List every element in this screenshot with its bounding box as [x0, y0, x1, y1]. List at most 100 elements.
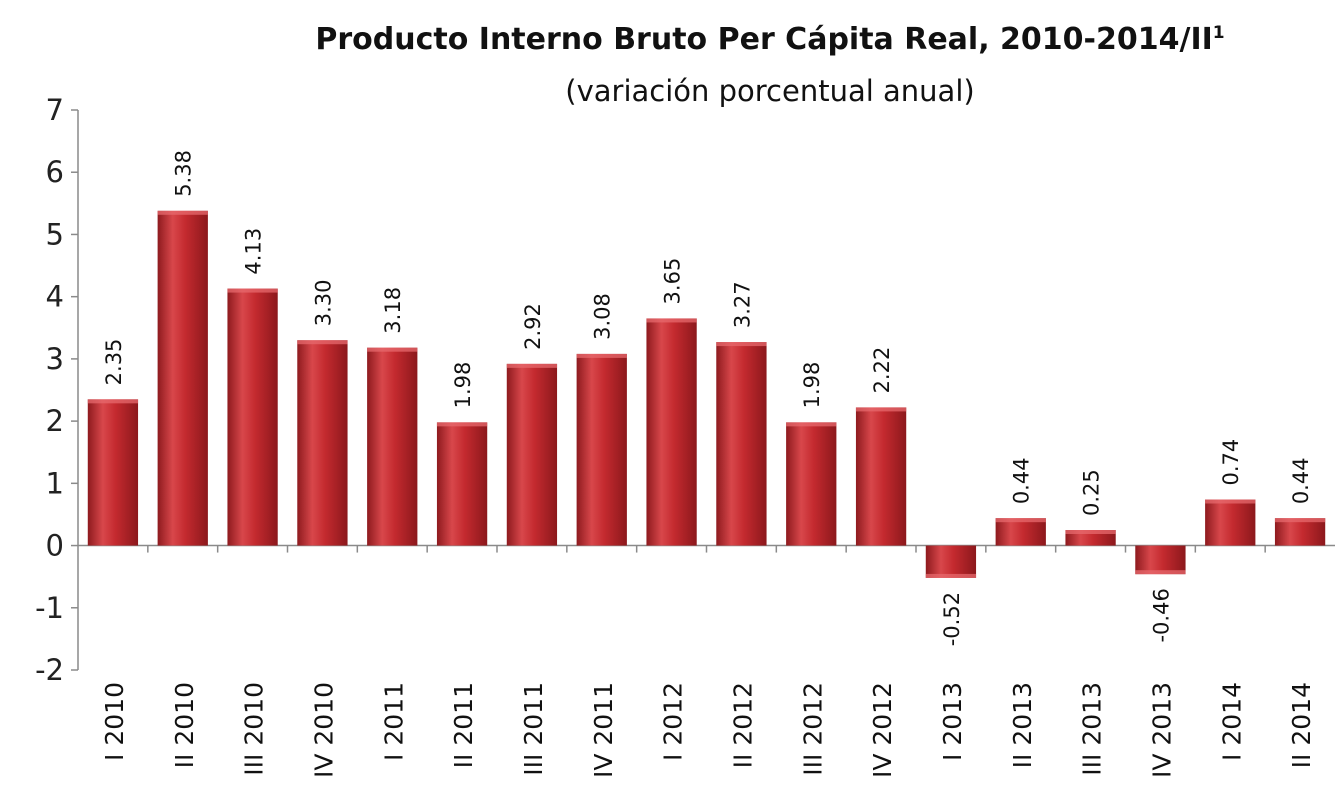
bar-edge	[87, 399, 139, 404]
category-label: IV 2011	[589, 682, 618, 778]
y-tick-label: 3	[46, 342, 64, 376]
bar-body	[436, 422, 488, 546]
bar-edge	[925, 573, 977, 578]
category-label: I 2012	[659, 682, 688, 761]
y-tick-label: 0	[46, 529, 64, 563]
bar	[157, 210, 208, 546]
data-label: 0.44	[1289, 457, 1313, 504]
chart-title: Producto Interno Bruto Per Cápita Real, …	[250, 22, 1290, 57]
category-label: II 2012	[728, 682, 757, 768]
bar-series	[87, 210, 1326, 578]
bar-body	[1205, 499, 1256, 546]
chart-title-footnote-mark: 1	[1212, 23, 1225, 43]
category-label: II 2014	[1287, 682, 1316, 768]
bar-body	[576, 353, 627, 546]
bar-edge	[1065, 530, 1116, 534]
bar	[87, 399, 139, 546]
category-label: I 2014	[1217, 682, 1246, 761]
bar-edge	[297, 340, 348, 345]
category-label: IV 2013	[1147, 682, 1176, 778]
bar-edge	[1205, 499, 1256, 504]
data-label: 0.74	[1219, 439, 1243, 486]
y-tick-label: -1	[35, 591, 64, 625]
data-label: 3.30	[311, 279, 335, 326]
bar	[367, 347, 418, 546]
data-label: 3.08	[591, 293, 615, 340]
bar-body	[855, 407, 907, 546]
bar-body	[1135, 545, 1186, 575]
y-tick-label: -2	[35, 653, 64, 687]
bar-body	[925, 545, 977, 578]
data-label: 2.22	[870, 347, 894, 394]
bar-body	[297, 340, 348, 546]
category-label: I 2013	[938, 682, 967, 761]
bar	[925, 545, 977, 578]
data-label: 2.92	[521, 303, 545, 350]
data-label: 0.25	[1080, 469, 1104, 516]
category-label: II 2011	[449, 682, 478, 768]
bar-body	[786, 422, 837, 546]
bar-edge	[716, 342, 767, 347]
bar-edge	[646, 318, 697, 323]
bar-body	[227, 288, 278, 546]
bar	[1135, 545, 1186, 575]
data-label: -0.52	[940, 592, 964, 646]
bar-edge	[436, 422, 488, 427]
y-tick-label: 1	[46, 466, 64, 500]
data-label: 1.98	[451, 362, 475, 409]
bar	[716, 342, 767, 546]
bar-body	[157, 210, 208, 546]
bar-body	[995, 518, 1046, 546]
bar-edge	[227, 288, 278, 293]
data-label: 2.35	[102, 339, 126, 386]
bar-edge	[367, 347, 418, 352]
data-label: -0.46	[1149, 588, 1173, 642]
bar-edge	[786, 422, 837, 427]
bar-edge	[1135, 570, 1186, 575]
bar-body	[646, 318, 697, 546]
bar	[786, 422, 837, 546]
data-label: 0.44	[1010, 457, 1034, 504]
category-label: III 2013	[1078, 682, 1107, 776]
data-label: 3.65	[661, 258, 685, 305]
bar	[227, 288, 278, 546]
bar-body	[87, 399, 139, 546]
bar-edge	[506, 363, 558, 368]
y-tick-label: 6	[46, 155, 64, 189]
bar	[436, 422, 488, 546]
bar	[1274, 518, 1326, 546]
data-label: 3.27	[730, 281, 754, 328]
bar	[995, 518, 1046, 546]
bar-body	[716, 342, 767, 546]
y-tick-label: 7	[46, 93, 64, 127]
x-axis	[78, 544, 1335, 553]
data-label: 5.38	[172, 150, 196, 197]
bar	[1065, 530, 1116, 546]
bar	[506, 363, 558, 546]
bar-body	[506, 363, 558, 546]
chart-title-text: Producto Interno Bruto Per Cápita Real, …	[315, 22, 1213, 57]
y-tick-label: 2	[46, 404, 64, 438]
data-labels: 2.35 5.38 4.13 3.30 3.18 1.98 2.92 3.08 3.65 3.27…	[102, 150, 1313, 646]
bar	[576, 353, 627, 546]
category-label: IV 2010	[309, 682, 338, 778]
category-label: I 2011	[379, 682, 408, 761]
bar-body	[1274, 518, 1326, 546]
category-label: II 2013	[1008, 682, 1037, 768]
data-label: 3.18	[381, 287, 405, 334]
bar-edge	[576, 353, 627, 358]
bar	[1205, 499, 1256, 546]
bar-edge	[157, 210, 208, 215]
bar-edge	[855, 407, 907, 412]
y-tick-label: 4	[46, 280, 64, 314]
bar	[646, 318, 697, 546]
category-label: II 2010	[170, 682, 199, 768]
bar	[297, 340, 348, 546]
bar	[855, 407, 907, 546]
category-label: IV 2012	[868, 682, 897, 778]
data-label: 4.13	[242, 228, 266, 275]
chart-subtitle: (variación porcentual anual)	[565, 74, 975, 108]
category-labels: I 2010 II 2010 III 2010 IV 2010 I 2011 II 201…	[100, 682, 1316, 778]
category-label: III 2011	[519, 682, 548, 776]
